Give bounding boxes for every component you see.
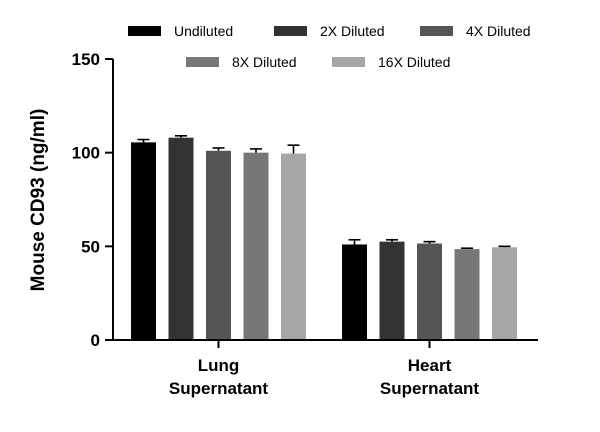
legend-label: Undiluted <box>174 23 233 39</box>
bar <box>492 247 517 340</box>
legend-swatch <box>128 26 161 36</box>
bar <box>417 243 442 340</box>
x-tick-label: Supernatant <box>380 379 480 398</box>
bar <box>342 244 367 340</box>
y-tick-label: 100 <box>72 144 100 163</box>
bar <box>281 153 306 340</box>
legend-swatch <box>186 57 219 67</box>
legend-label: 16X Diluted <box>378 54 450 70</box>
legend-swatch <box>420 26 453 36</box>
x-tick-label: Supernatant <box>169 379 269 398</box>
x-axis: Lung Supernatant Heart Supernatant <box>112 339 538 398</box>
x-tick-label: Heart <box>408 356 452 375</box>
legend-swatch <box>274 26 307 36</box>
y-tick-label: 150 <box>72 50 100 69</box>
legend-label: 2X Diluted <box>320 23 385 39</box>
bar <box>168 137 194 340</box>
legend-swatch <box>332 57 365 67</box>
legend-item: 4X Diluted <box>420 23 531 39</box>
y-tick-label: 0 <box>91 331 100 350</box>
legend-item: Undiluted <box>128 23 233 39</box>
bars <box>131 135 517 340</box>
legend-item: 16X Diluted <box>332 54 450 70</box>
y-axis: 0 50 100 150 <box>72 50 114 350</box>
y-axis-title: Mouse CD93 (ng/ml) <box>28 109 49 292</box>
x-tick-label: Lung <box>198 356 240 375</box>
bar <box>454 249 480 340</box>
bar <box>243 152 269 340</box>
legend: Undiluted 2X Diluted 4X Diluted 8X Diluted 1… <box>128 23 531 70</box>
legend-item: 8X Diluted <box>186 54 297 70</box>
bar <box>379 241 405 340</box>
bar <box>131 142 156 340</box>
legend-label: 4X Diluted <box>466 23 531 39</box>
bar <box>206 150 231 340</box>
legend-item: 2X Diluted <box>274 23 385 39</box>
legend-label: 8X Diluted <box>232 54 297 70</box>
y-tick-label: 50 <box>81 237 100 256</box>
